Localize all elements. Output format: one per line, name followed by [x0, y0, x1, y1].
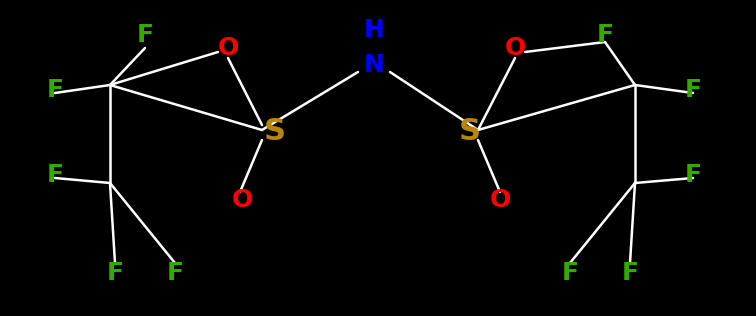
Text: F: F — [562, 261, 578, 285]
Text: S: S — [459, 118, 481, 147]
Text: F: F — [107, 261, 123, 285]
Text: F: F — [166, 261, 184, 285]
Text: S: S — [264, 118, 286, 147]
Text: O: O — [218, 36, 239, 60]
Text: F: F — [684, 163, 702, 187]
Text: F: F — [596, 23, 614, 47]
Text: N: N — [364, 53, 385, 77]
Text: F: F — [47, 78, 64, 102]
Text: O: O — [231, 188, 253, 212]
Text: H: H — [364, 18, 385, 42]
Text: F: F — [621, 261, 639, 285]
Text: O: O — [504, 36, 525, 60]
Text: F: F — [137, 23, 153, 47]
Text: F: F — [684, 78, 702, 102]
Text: F: F — [47, 163, 64, 187]
Text: O: O — [489, 188, 510, 212]
